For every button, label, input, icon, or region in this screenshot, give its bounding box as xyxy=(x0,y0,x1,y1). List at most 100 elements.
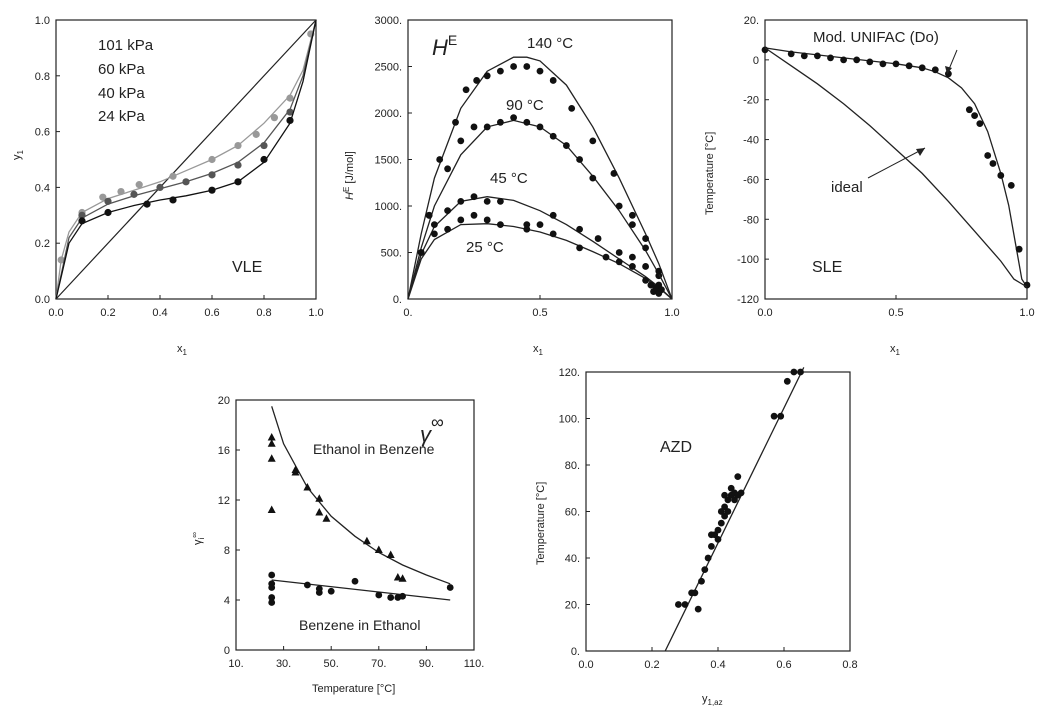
sle-ylabel: Temperature [°C] xyxy=(704,132,716,215)
sle-series-0-point xyxy=(853,56,861,64)
he-series-2-point xyxy=(536,221,544,229)
sle-series-0-point xyxy=(827,54,834,62)
sle-series-0-point xyxy=(800,52,808,60)
gamma-series-1-point xyxy=(387,594,395,601)
gamma-ylabel: γi∞ xyxy=(190,532,206,545)
he-series-1-point xyxy=(642,244,649,252)
he-series-3-point xyxy=(523,225,531,233)
vle-series-2-point xyxy=(169,196,177,204)
vle-series-0-point xyxy=(169,172,177,180)
azd-xtick-label: 0.6 xyxy=(776,659,791,671)
vle-xtick-label: 0.6 xyxy=(204,307,219,319)
sle-ytick-label: -80 xyxy=(743,214,759,226)
vle-series-2-point xyxy=(78,217,86,225)
sle-series-0-point xyxy=(1007,182,1015,189)
he-ytick-label: 3000. xyxy=(374,15,402,27)
vle-ytick-label: 0.6 xyxy=(35,127,50,139)
he-series-1-point xyxy=(483,123,491,131)
sle-annotation: SLE xyxy=(812,259,842,276)
azd-series-0-point xyxy=(790,368,798,376)
sle-ytick-label: -100 xyxy=(737,254,759,266)
vle-panel: 0.0 0.2 0.4 0.6 0.8 1.0 0.0 0.2 0.4 0.6 0.8 1.0 101… xyxy=(11,15,324,357)
he-ytick-label: 0. xyxy=(393,294,402,306)
gamma-label-benzene: Benzene in Ethanol xyxy=(299,617,420,633)
sle-unifac-arrowhead xyxy=(945,66,952,74)
vle-legend-24: 24 kPa xyxy=(98,108,145,125)
sle-series-0-point xyxy=(905,62,913,70)
vle-xlabel: x1 xyxy=(177,343,188,357)
he-series-1-point xyxy=(655,267,663,275)
sle-series-0-point xyxy=(918,64,926,72)
vle-xtick-label: 0.0 xyxy=(48,307,63,319)
he-series-0-point xyxy=(629,211,636,219)
he-series-2-point xyxy=(629,253,636,261)
he-series-2-point xyxy=(615,249,623,256)
he-series-3-point xyxy=(602,253,610,261)
azd-series-0-point xyxy=(704,554,712,562)
he-series-3-point xyxy=(431,230,438,238)
he-series-2-point xyxy=(594,235,602,242)
gamma-series-0-point xyxy=(267,454,276,462)
vle-series-0-point xyxy=(208,155,216,164)
he-series-2-point xyxy=(549,211,557,219)
gamma-series-0-point xyxy=(267,433,276,441)
azd-series-0-point xyxy=(737,489,745,497)
vle-series-0-point xyxy=(252,130,260,138)
sle-series-0-point xyxy=(787,50,795,58)
vle-series-2-point xyxy=(234,178,242,186)
gamma-series-1-line xyxy=(271,579,451,601)
vle-series-1-point xyxy=(130,190,138,198)
sle-marks xyxy=(761,46,1031,289)
he-series-0-point xyxy=(589,137,597,145)
he-series-2-point xyxy=(431,221,438,229)
gamma-series-0-point xyxy=(291,468,300,476)
he-extra-point xyxy=(647,281,655,289)
gamma-series-1-point xyxy=(315,589,323,596)
he-ytick-label: 2500. xyxy=(374,62,402,74)
vle-legend-101: 101 kPa xyxy=(98,37,154,54)
gamma-series-0-point xyxy=(362,536,371,545)
vle-series-0-point xyxy=(57,256,65,264)
he-series-1-point xyxy=(549,132,557,140)
gamma-frame xyxy=(235,399,475,651)
vle-ytick-label: 1.0 xyxy=(35,15,50,27)
he-series-1-point xyxy=(589,174,597,182)
gamma-xtick-label: 70. xyxy=(371,658,386,670)
vle-series-1-point xyxy=(260,141,268,150)
he-series-3-point xyxy=(642,277,649,284)
azd-series-0-point xyxy=(675,601,682,608)
he-xtick-label: 0. xyxy=(403,307,412,319)
gamma-series-1-point xyxy=(268,584,276,591)
sle-ideal-label: ideal xyxy=(831,179,863,196)
sle-series-0-point xyxy=(840,56,847,64)
sle-series-0-point xyxy=(1023,281,1031,289)
he-xtick-label: 1.0 xyxy=(664,307,679,319)
he-xlabel: x1 xyxy=(533,343,544,357)
azd-marks xyxy=(664,367,805,652)
azd-xtick-label: 0.2 xyxy=(644,659,659,671)
he-label-45: 45 °C xyxy=(490,170,528,187)
he-annotation: HE xyxy=(432,32,457,60)
gamma-series-1-point xyxy=(268,571,276,579)
sle-ytick-label: -60 xyxy=(743,174,759,186)
sle-series-0-point xyxy=(814,52,821,60)
sle-xlabel: x1 xyxy=(890,343,901,357)
he-series-0-point xyxy=(462,86,470,94)
azd-series-0-point xyxy=(714,526,722,534)
he-series-2-point xyxy=(642,263,649,270)
vle-annotation: VLE xyxy=(232,259,262,276)
he-series-0-point xyxy=(642,235,649,242)
azd-xtick-label: 0.8 xyxy=(842,659,857,671)
vle-frame xyxy=(55,19,317,300)
gamma-ytick-label: 12 xyxy=(218,495,230,507)
he-panel: 0. 0.5 1.00.500.1000.1500.2000.2500.3000. … xyxy=(342,15,680,357)
he-series-0-point xyxy=(452,118,459,126)
vle-series-1-point xyxy=(286,108,294,116)
vle-series-0-point xyxy=(234,141,242,150)
gamma-series-0-point xyxy=(393,573,402,581)
he-series-0-point xyxy=(473,77,481,84)
sle-xtick-label: 1.0 xyxy=(1019,307,1034,319)
azd-series-0-point xyxy=(701,566,709,574)
gamma-series-0-point xyxy=(267,439,276,447)
